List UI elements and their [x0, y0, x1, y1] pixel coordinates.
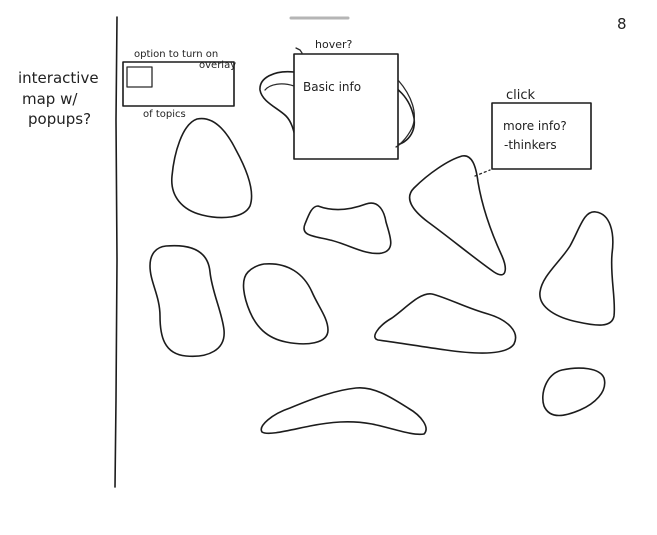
side-note-line-2: map w/	[22, 90, 78, 108]
overlay-label-bottom: of topics	[143, 109, 186, 120]
region-1[interactable]	[171, 117, 253, 219]
overlay-label-top: option to turn on	[134, 49, 218, 60]
region-6[interactable]	[242, 263, 329, 345]
hover-label: hover?	[315, 38, 353, 51]
region-2[interactable]	[303, 202, 392, 255]
region-5[interactable]	[149, 244, 225, 358]
hover-pointer-mark	[295, 47, 303, 54]
hover-popup-box	[293, 53, 399, 160]
overlay-label-overlay: overlay	[199, 60, 236, 71]
click-label: click	[506, 88, 536, 103]
click-popup-line-1: more info?	[503, 119, 567, 133]
region-8[interactable]	[542, 367, 606, 417]
overlay-checkbox[interactable]	[126, 66, 153, 88]
overlay-toggle-box[interactable]	[122, 61, 235, 107]
click-popup-line-2: -thinkers	[504, 138, 557, 152]
margin-divider	[114, 16, 118, 488]
hover-region-edge-left	[264, 83, 295, 91]
side-note-line-3: popups?	[28, 110, 91, 128]
region-7[interactable]	[374, 293, 517, 354]
region-4[interactable]	[539, 211, 616, 326]
hover-region-edge	[395, 79, 415, 148]
click-popup-box	[491, 102, 592, 170]
region-9[interactable]	[260, 387, 427, 436]
hover-popup-content: Basic info	[303, 80, 361, 94]
page-number: 8	[617, 15, 627, 33]
region-3[interactable]	[408, 155, 507, 276]
side-note-line-1: interactive	[18, 69, 99, 87]
